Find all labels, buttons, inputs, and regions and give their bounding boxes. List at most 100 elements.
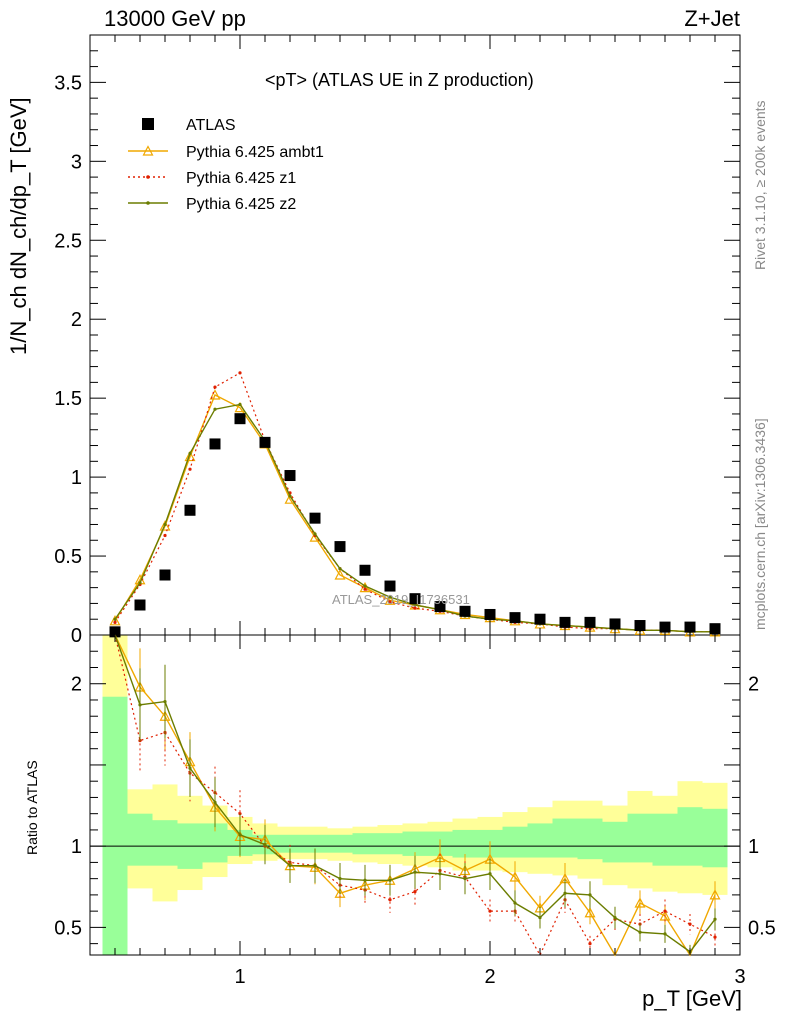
ratio-y-tick-label-left: 1: [71, 836, 82, 858]
ratio-marker-z1: [588, 942, 592, 946]
x-tick-label: 2: [484, 966, 495, 988]
ratio-marker-ambt1: [709, 889, 721, 900]
main-marker-ambt1: [109, 615, 121, 626]
legend-label-ambt1: Pythia 6.425 ambt1: [186, 144, 324, 161]
atlas-point: [459, 605, 471, 617]
atlas-point: [684, 621, 696, 633]
x-tick-label: 3: [734, 966, 745, 988]
band-inner: [377, 833, 403, 855]
main-marker-ambt1: [184, 450, 196, 462]
ratio-marker-z2: [613, 916, 617, 920]
main-marker-z1: [388, 600, 392, 604]
atlas-point: [234, 413, 246, 425]
header-left-label: 13000 GeV pp: [104, 6, 246, 31]
atlas-point: [359, 564, 371, 576]
atlas-point: [534, 613, 546, 625]
band-inner: [402, 831, 428, 856]
band-inner: [552, 818, 578, 858]
main-marker-z2: [213, 407, 217, 411]
main-marker-z2: [188, 451, 192, 456]
main-marker-z1: [238, 371, 242, 375]
main-marker-z2: [288, 494, 292, 498]
band-inner: [327, 834, 353, 853]
band-inner: [152, 820, 178, 866]
rivet-label: Rivet 3.1.10, ≥ 200k events: [752, 100, 768, 270]
ratio-marker-z2: [163, 699, 167, 704]
ratio-line-z1: [114, 634, 716, 957]
atlas-point: [584, 616, 596, 628]
atlas-point: [634, 620, 646, 632]
ratio-marker-z2: [388, 878, 392, 882]
ratio-marker-z1: [238, 812, 242, 816]
main-y-tick-label: 0: [71, 625, 82, 647]
band-inner: [527, 823, 553, 858]
main-marker-z2: [413, 603, 417, 607]
main-y-tick-label: 2.5: [54, 230, 82, 252]
legend-marker-z2: [146, 201, 150, 205]
mcplots-label: mcplots.cern.ch [arXiv:1306.3436]: [752, 418, 768, 630]
axis-ticks: 1 2 3 0 0.5 1 1.5 2 2.5 3 3.5 0.5 0.5 1 1 2 2: [54, 34, 776, 988]
legend-label-atlas: ATLAS: [186, 117, 236, 134]
atlas-point: [209, 438, 221, 450]
main-marker-z2: [313, 532, 317, 536]
ratio-marker-z2: [563, 891, 567, 895]
band-inner: [102, 696, 128, 955]
main-marker-z1: [213, 385, 217, 389]
ratio-marker-z1: [713, 935, 717, 939]
ratio-marker-z2: [238, 833, 242, 837]
ratio-y-tick-label-right: 2: [748, 674, 759, 696]
band-inner: [702, 808, 728, 868]
ratio-marker-z2: [638, 930, 642, 934]
ratio-uncertainty-bands: [102, 635, 728, 955]
ratio-y-tick-label-right: 0.5: [748, 917, 776, 939]
main-marker-z1: [113, 620, 117, 624]
band-inner: [277, 834, 303, 853]
main-y-axis-label: 1/N_ch dN_ch/dp_T [GeV]: [6, 97, 31, 355]
main-marker-z1: [413, 606, 417, 610]
ratio-marker-z2: [188, 766, 192, 770]
ratio-marker-z2: [713, 917, 717, 921]
ratio-marker-z2: [288, 864, 292, 868]
atlas-point: [184, 504, 196, 516]
ratio-marker-z2: [413, 870, 417, 874]
main-marker-z2: [138, 581, 142, 585]
main-marker-z1: [363, 587, 367, 591]
atlas-point: [484, 608, 496, 620]
ratio-marker-z1: [663, 909, 667, 913]
ratio-marker-z1: [388, 898, 392, 902]
band-inner: [677, 807, 703, 866]
ratio-marker-z2: [338, 877, 342, 881]
atlas-point: [434, 601, 446, 613]
main-y-tick-label: 3: [71, 151, 82, 173]
main-marker-z2: [338, 567, 342, 571]
atlas-point: [309, 512, 321, 524]
ratio-marker-z2: [538, 916, 542, 920]
ratio-marker-z2: [438, 872, 442, 876]
legend-marker-atlas: [142, 118, 154, 130]
main-marker-z1: [163, 533, 167, 538]
band-inner: [602, 821, 628, 863]
atlas-point: [384, 580, 396, 592]
main-marker-z2: [163, 522, 167, 527]
atlas-point: [609, 618, 621, 630]
main-y-tick-label: 3.5: [54, 72, 82, 94]
ratio-marker-z1: [488, 909, 492, 913]
main-marker-ambt1: [384, 594, 396, 605]
ratio-y-tick-label-right: 1: [748, 836, 759, 858]
ratio-marker-z2: [313, 864, 317, 868]
atlas-point: [559, 616, 571, 628]
x-tick-label: 1: [234, 966, 245, 988]
band-inner: [502, 826, 528, 858]
band-inner: [652, 813, 678, 866]
ratio-marker-z1: [688, 922, 692, 926]
atlas-point: [334, 541, 346, 553]
main-marker-z2: [238, 402, 242, 407]
legend-marker-z1: [146, 175, 150, 179]
ratio-marker-z2: [363, 878, 367, 882]
legend: ATLAS Pythia 6.425 ambt1 Pythia 6.425 z1 Py…: [128, 117, 324, 213]
ratio-marker-z2: [663, 932, 667, 936]
ratio-marker-z2: [488, 872, 492, 876]
header-right-label: Z+Jet: [684, 6, 740, 31]
ratio-marker-ambt1: [509, 871, 521, 882]
